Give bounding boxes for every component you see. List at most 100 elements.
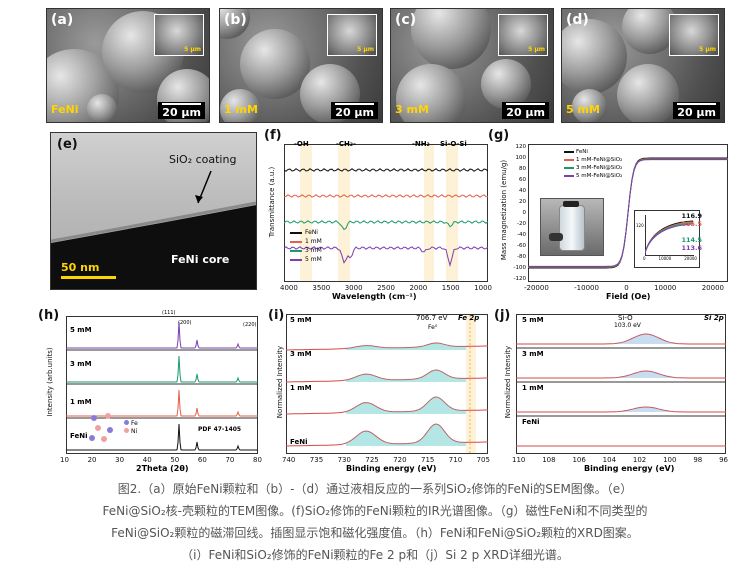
- panel-label: (a): [51, 12, 74, 28]
- xps-title: Si 2p: [704, 314, 724, 322]
- ir-series-2: [284, 220, 488, 231]
- fe2p-fill-1: [346, 370, 466, 382]
- fe2p-series-2: [286, 396, 488, 415]
- mag-series-3: [528, 159, 728, 267]
- peak-label: -CH₂-: [336, 140, 356, 148]
- sem-inset: 5 μm: [327, 14, 377, 56]
- row-label: 3 mM: [290, 350, 312, 358]
- fe2p-plot: [286, 314, 488, 454]
- x-axis-label: Wavelength (cm⁻¹): [332, 292, 417, 301]
- ir-series-0: [284, 168, 488, 172]
- panel-label: (j): [494, 308, 511, 323]
- ir-panel-f: (f) Transmittance (a.u.) -OH -CH₂- -NH₂ …: [262, 128, 492, 301]
- ir-series-group: [284, 168, 488, 268]
- caption-line: （i）FeNi和SiO₂修饰的FeNi颗粒的Fe 2 p和（j）Si 2 p X…: [181, 548, 569, 562]
- sem-panel-c: 5 μm (c) 3 mM 20 μm: [390, 8, 554, 123]
- row-label: 3 mM: [70, 360, 92, 368]
- xps-fe-panel-i: (i) Normalized Intensity 5 mM 3 mM 1 mM …: [266, 306, 492, 474]
- magnet-icon: [549, 233, 563, 241]
- row-label: 5 mM: [70, 326, 92, 334]
- fe2p-series-1: [286, 369, 488, 383]
- peak-label: -OH: [294, 140, 309, 148]
- panel-label: (g): [488, 128, 510, 143]
- ir-plot: [284, 144, 488, 282]
- peak-label: (200): [178, 320, 192, 326]
- row-label: FeNi: [290, 438, 308, 446]
- tem-panel-e: (e) SiO₂ coating FeNi core 50 nm: [50, 132, 257, 290]
- y-axis-label: Normalized Intensity: [276, 345, 284, 419]
- row-label: 5 mM: [522, 316, 544, 324]
- scale-bar: 20 μm: [158, 102, 205, 119]
- caption-line: 图2.（a）原始FeNi颗粒和（b）-（d）通过液相反应的一系列SiO₂修饰的F…: [117, 482, 633, 496]
- xrd-series-group: [66, 321, 258, 451]
- sem-inset: 5 μm: [669, 14, 719, 56]
- peak-energy: 103.0 eV: [614, 322, 641, 329]
- ir-legend: FeNi 1 mM 3 mM 5 mM: [290, 228, 322, 264]
- fe2p-series-group: [286, 342, 488, 447]
- si2p-series-1: [516, 370, 726, 379]
- x-ticks: -20000 -10000 0 10000 20000: [524, 284, 724, 292]
- x-ticks: 10 20 30 40 50 60 70 80: [60, 456, 262, 464]
- sample-label: 5 mM: [566, 103, 600, 116]
- y-axis-label: Intensity (arb.units): [46, 347, 54, 417]
- row-label: 1 mM: [522, 384, 544, 392]
- scale-bar: [61, 276, 116, 279]
- xrd-plot: [66, 316, 258, 454]
- tem-core: [51, 170, 256, 289]
- x-axis-label: Binding energy (eV): [584, 464, 675, 473]
- xrd-panel-h: (h) Intensity (arb.units) 5 mM 3 mM 1 mM…: [38, 306, 262, 474]
- ms-values: 116.9 115.5 114.5 113.6: [681, 212, 702, 252]
- peak-label: Si-O-Si: [440, 140, 467, 148]
- peak-label: Fe⁰: [428, 324, 438, 331]
- mag-series-group: [528, 157, 728, 269]
- x-ticks: 4000 3500 3000 2500 2000 1500 1000: [280, 284, 492, 292]
- mag-legend: FeNi 1 mM-FeNi@SiO₂ 3 mM-FeNi@SiO₂ 5 mM-…: [564, 148, 622, 180]
- panel-label: (f): [264, 128, 282, 143]
- peak-label: -NH₂: [412, 140, 430, 148]
- ir-series-1: [284, 194, 488, 198]
- ir-series-3: [284, 246, 488, 268]
- fe2p-fill-3: [346, 424, 466, 446]
- panel-label: (d): [566, 12, 589, 28]
- panel-label: (e): [57, 137, 78, 152]
- panel-label: (h): [38, 308, 60, 323]
- xps-title: Fe 2p: [458, 314, 480, 322]
- x-axis-label: Binding energy (eV): [346, 464, 437, 473]
- si2p-fill-0: [611, 334, 681, 344]
- row-label: 3 mM: [522, 350, 544, 358]
- pdf-label: PDF 47-1405: [198, 426, 242, 433]
- core-label: FeNi core: [171, 253, 230, 266]
- si2p-fill-2: [611, 407, 681, 412]
- caption-line: FeNi@SiO₂核-壳颗粒的TEM图像。(f)SiO₂修饰的FeNi颗粒的IR…: [102, 504, 648, 518]
- caption-line: FeNi@SiO₂颗粒的磁滞回线。插图显示饱和磁化强度值。（h）FeNi和FeN…: [111, 526, 639, 540]
- scale-bar: 20 μm: [673, 102, 720, 119]
- scale-label: 50 nm: [61, 261, 100, 274]
- scale-bar: 20 μm: [331, 102, 378, 119]
- mag-zoom-inset: 120 0 10000 20000: [634, 210, 700, 268]
- sem-panel-b: 5 μm (b) 1 mM 20 μm: [219, 8, 383, 123]
- row-label: FeNi: [522, 418, 540, 426]
- fe2p-series-0: [286, 342, 488, 351]
- row-label: 1 mM: [290, 384, 312, 392]
- row-label: 1 mM: [70, 398, 92, 406]
- fe2p-series-3: [286, 423, 488, 447]
- peak-energy: 706.7 eV: [416, 314, 448, 322]
- panel-label: (b): [224, 12, 247, 28]
- y-ticks: 120 100 80 60 40 20 0 -20 -40 -60 -80 -100 -120: [513, 144, 526, 282]
- peak-label: (220): [243, 322, 257, 328]
- coating-label: SiO₂ coating: [169, 153, 237, 166]
- sample-label: 3 mM: [395, 103, 429, 116]
- y-axis-label: Mass magnetization (emu/g): [500, 159, 508, 261]
- row-label: 5 mM: [290, 316, 312, 324]
- si2p-series-2: [516, 406, 726, 413]
- mag-panel-g: (g) Mass magnetization (emu/g) 120 100 80 6…: [488, 128, 730, 301]
- sample-label: 1 mM: [224, 103, 258, 116]
- sample-label: FeNi: [51, 103, 79, 116]
- y-axis-label: Transmittance (a.u.): [268, 166, 276, 238]
- x-axis-label: 2Theta (2θ): [136, 464, 189, 473]
- xrd-series-1: [66, 355, 258, 383]
- y-axis-label: Normalized Intensity: [504, 345, 512, 419]
- x-axis-label: Field (Oe): [606, 292, 651, 301]
- fe2p-fill-2: [346, 397, 466, 414]
- x-ticks: 110 108 106 104 102 100 98 96: [512, 456, 728, 464]
